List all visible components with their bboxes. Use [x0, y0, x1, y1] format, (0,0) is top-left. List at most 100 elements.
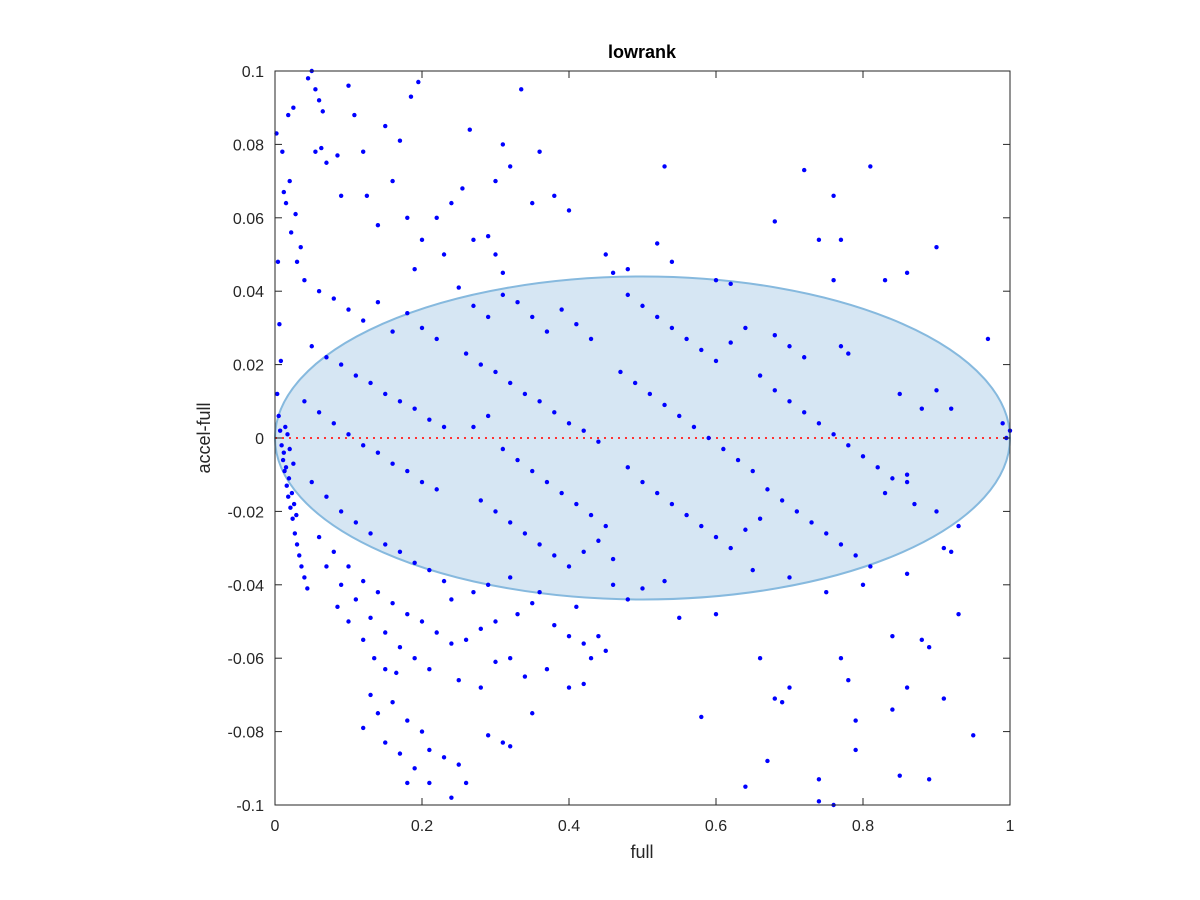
scatter-point — [508, 520, 513, 525]
scatter-point — [291, 461, 296, 466]
scatter-point — [361, 443, 366, 448]
scatter-point — [405, 311, 410, 316]
x-axis-label: full — [630, 842, 653, 862]
scatter-point — [335, 153, 340, 158]
scatter-point — [912, 501, 917, 507]
scatter-point — [390, 329, 395, 334]
scatter-point — [361, 637, 366, 643]
scatter-point — [319, 145, 324, 151]
scatter-point — [508, 744, 513, 749]
scatter-point — [309, 479, 314, 485]
scatter-point — [346, 619, 351, 624]
scatter-point — [281, 189, 287, 195]
scatter-point — [802, 410, 807, 415]
scatter-point — [772, 696, 777, 701]
scatter-point — [890, 476, 895, 481]
scatter-point — [530, 468, 535, 474]
scatter-point — [485, 314, 491, 320]
scatter-point — [463, 351, 469, 356]
scatter-point — [787, 344, 792, 349]
scatter-point — [647, 391, 653, 397]
scatter-point — [765, 758, 770, 764]
scatter-point — [500, 446, 506, 452]
scatter-point — [449, 597, 454, 602]
y-axis-label: accel-full — [194, 402, 214, 473]
scatter-point — [281, 450, 287, 455]
x-axis-ticks: 0 0.2 0.4 0.6 0.8 1 — [271, 71, 1015, 835]
scatter-point — [508, 380, 513, 386]
scatter-point — [610, 582, 616, 587]
scatter-point — [838, 656, 844, 661]
scatter-point — [383, 630, 388, 635]
scatter-point — [280, 149, 285, 154]
scatter-point — [397, 399, 403, 404]
y-tick-label: 0.1 — [242, 64, 264, 81]
scatter-point — [610, 270, 616, 276]
scatter-point — [412, 406, 417, 411]
scatter-point — [287, 446, 292, 452]
scatter-point — [434, 487, 439, 492]
scatter-point — [566, 633, 572, 639]
scatter-point — [383, 391, 388, 397]
scatter-point — [449, 200, 454, 206]
scatter-point — [294, 259, 300, 265]
scatter-point — [478, 498, 483, 503]
scatter-point — [860, 582, 866, 587]
scatter-point — [677, 413, 682, 419]
scatter-point — [375, 711, 381, 716]
scatter-point — [985, 336, 991, 342]
scatter-point — [522, 674, 528, 679]
scatter-point — [284, 483, 289, 488]
scatter-point — [971, 733, 976, 738]
scatter-point — [338, 193, 344, 198]
scatter-point — [581, 428, 586, 433]
scatter-point — [669, 325, 675, 331]
scatter-point — [926, 644, 932, 650]
scatter-point — [282, 468, 287, 474]
y-tick-label: 0.08 — [233, 137, 264, 154]
scatter-point — [500, 142, 506, 147]
scatter-point — [478, 362, 483, 367]
scatter-point — [368, 380, 373, 386]
scatter-point — [324, 160, 329, 165]
scatter-point — [500, 270, 506, 276]
scatter-point — [471, 237, 476, 243]
scatter-point — [291, 105, 296, 110]
scatter-point — [816, 421, 822, 426]
scatter-point — [728, 281, 733, 287]
scatter-point — [419, 479, 425, 485]
scatter-point — [500, 740, 506, 745]
scatter-point — [882, 490, 888, 496]
scatter-point — [397, 549, 403, 554]
scatter-point — [603, 648, 608, 654]
scatter-point — [277, 428, 283, 433]
y-tick-label: 0 — [255, 431, 264, 448]
scatter-point — [684, 336, 689, 342]
scatter-point — [824, 531, 829, 536]
scatter-point — [655, 314, 660, 320]
scatter-point — [522, 531, 528, 536]
scatter-point — [581, 549, 586, 554]
scatter-point — [390, 700, 395, 705]
scatter-point — [640, 586, 645, 591]
scatter-point — [412, 266, 417, 272]
scatter-point — [292, 531, 298, 536]
scatter-point — [941, 545, 947, 551]
scatter-point — [544, 667, 550, 672]
scatter-point — [493, 659, 498, 665]
scatter-point — [397, 138, 403, 143]
scatter-point — [596, 538, 601, 543]
scatter-point — [669, 259, 675, 265]
scatter-point — [290, 516, 295, 521]
scatter-point — [949, 406, 954, 411]
scatter-point — [302, 277, 307, 283]
scatter-point — [596, 633, 601, 639]
scatter-point — [904, 685, 910, 690]
scatter-point — [364, 193, 370, 198]
scatter-point — [316, 98, 322, 103]
scatter-point — [544, 329, 550, 334]
scatter-point — [441, 755, 447, 760]
scatter-point — [283, 465, 289, 470]
x-tick-label: 0.8 — [852, 818, 874, 835]
